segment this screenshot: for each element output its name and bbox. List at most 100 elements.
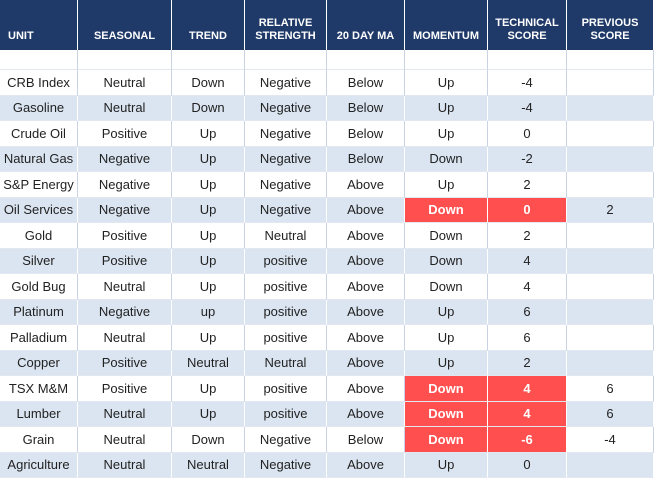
ma20-cell: Below xyxy=(327,95,405,121)
unit-cell: Lumber xyxy=(0,401,78,427)
unit-cell: CRB Index xyxy=(0,70,78,96)
relative-strength-cell: Neutral xyxy=(245,223,327,249)
technical-score-cell: 2 xyxy=(488,172,567,198)
previous-score-cell xyxy=(567,172,654,198)
technical-score-cell: 0 xyxy=(488,121,567,147)
relative-strength-cell: Negative xyxy=(245,427,327,453)
ma20-cell: Above xyxy=(327,350,405,376)
relative-strength-cell: positive xyxy=(245,299,327,325)
momentum-cell: Down xyxy=(405,376,488,402)
spacer-cell xyxy=(327,50,405,70)
technical-score-cell: 6 xyxy=(488,325,567,351)
ma20-cell: Above xyxy=(327,172,405,198)
column-header: TREND xyxy=(172,0,245,50)
momentum-cell: Up xyxy=(405,350,488,376)
momentum-cell: Up xyxy=(405,325,488,351)
unit-cell: Palladium xyxy=(0,325,78,351)
ma20-cell: Above xyxy=(327,401,405,427)
trend-cell: Up xyxy=(172,223,245,249)
trend-cell: Down xyxy=(172,70,245,96)
ma20-cell: Above xyxy=(327,197,405,223)
technical-score-cell: -4 xyxy=(488,70,567,96)
ma20-cell: Above xyxy=(327,299,405,325)
unit-cell: Grain xyxy=(0,427,78,453)
previous-score-cell: 6 xyxy=(567,376,654,402)
momentum-cell: Down xyxy=(405,223,488,249)
technical-score-cell: 0 xyxy=(488,452,567,478)
relative-strength-cell: Negative xyxy=(245,121,327,147)
technical-score-cell: 4 xyxy=(488,376,567,402)
spacer-cell xyxy=(405,50,488,70)
trend-cell: Neutral xyxy=(172,350,245,376)
trend-cell: Down xyxy=(172,427,245,453)
unit-cell: Gold Bug xyxy=(0,274,78,300)
seasonal-cell: Neutral xyxy=(78,95,172,121)
relative-strength-cell: positive xyxy=(245,248,327,274)
previous-score-cell xyxy=(567,350,654,376)
unit-cell: TSX M&M xyxy=(0,376,78,402)
seasonal-cell: Negative xyxy=(78,197,172,223)
technical-score-cell: -4 xyxy=(488,95,567,121)
seasonal-cell: Positive xyxy=(78,350,172,376)
column-header: 20 DAY MA xyxy=(327,0,405,50)
relative-strength-cell: Negative xyxy=(245,146,327,172)
seasonal-cell: Positive xyxy=(78,223,172,249)
trend-cell: Neutral xyxy=(172,452,245,478)
unit-cell: Silver xyxy=(0,248,78,274)
momentum-cell: Down xyxy=(405,274,488,300)
technical-score-cell: 4 xyxy=(488,248,567,274)
previous-score-cell xyxy=(567,95,654,121)
momentum-cell: Up xyxy=(405,299,488,325)
ma20-cell: Below xyxy=(327,121,405,147)
momentum-cell: Up xyxy=(405,95,488,121)
unit-cell: Crude Oil xyxy=(0,121,78,147)
seasonal-cell: Neutral xyxy=(78,427,172,453)
previous-score-cell xyxy=(567,452,654,478)
momentum-cell: Up xyxy=(405,172,488,198)
trend-cell: Up xyxy=(172,197,245,223)
technical-score-cell: 4 xyxy=(488,274,567,300)
previous-score-cell: -4 xyxy=(567,427,654,453)
previous-score-cell xyxy=(567,274,654,300)
relative-strength-cell: Negative xyxy=(245,70,327,96)
ma20-cell: Below xyxy=(327,70,405,96)
unit-cell: Oil Services xyxy=(0,197,78,223)
relative-strength-cell: Negative xyxy=(245,197,327,223)
unit-cell: Copper xyxy=(0,350,78,376)
technical-score-cell: 2 xyxy=(488,223,567,249)
column-header: PREVIOUS SCORE xyxy=(567,0,654,50)
spacer-cell xyxy=(567,50,654,70)
seasonal-cell: Negative xyxy=(78,299,172,325)
trend-cell: Up xyxy=(172,248,245,274)
trend-cell: Up xyxy=(172,376,245,402)
momentum-cell: Up xyxy=(405,452,488,478)
momentum-cell: Down xyxy=(405,401,488,427)
previous-score-cell xyxy=(567,223,654,249)
technical-score-cell: -2 xyxy=(488,146,567,172)
previous-score-cell: 6 xyxy=(567,401,654,427)
previous-score-cell xyxy=(567,248,654,274)
seasonal-cell: Positive xyxy=(78,121,172,147)
relative-strength-cell: positive xyxy=(245,274,327,300)
ma20-cell: Above xyxy=(327,223,405,249)
momentum-cell: Down xyxy=(405,248,488,274)
trend-cell: Up xyxy=(172,172,245,198)
ma20-cell: Above xyxy=(327,376,405,402)
column-header: SEASONAL xyxy=(78,0,172,50)
momentum-cell: Down xyxy=(405,146,488,172)
trend-cell: Up xyxy=(172,146,245,172)
seasonal-cell: Neutral xyxy=(78,325,172,351)
spacer-cell xyxy=(172,50,245,70)
column-header: UNIT xyxy=(0,0,78,50)
technical-score-cell: -6 xyxy=(488,427,567,453)
momentum-cell: Up xyxy=(405,121,488,147)
seasonal-cell: Neutral xyxy=(78,274,172,300)
unit-cell: Agriculture xyxy=(0,452,78,478)
relative-strength-cell: Negative xyxy=(245,95,327,121)
momentum-cell: Up xyxy=(405,70,488,96)
technical-score-cell: 0 xyxy=(488,197,567,223)
previous-score-cell xyxy=(567,299,654,325)
trend-cell: Up xyxy=(172,401,245,427)
seasonal-cell: Neutral xyxy=(78,401,172,427)
